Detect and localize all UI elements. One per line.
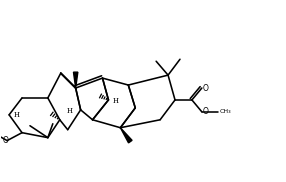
Polygon shape bbox=[120, 128, 132, 143]
Text: CH₃: CH₃ bbox=[220, 109, 231, 114]
Text: H: H bbox=[67, 107, 73, 115]
Text: H: H bbox=[112, 97, 118, 105]
Text: H: H bbox=[14, 111, 20, 119]
Text: O: O bbox=[203, 84, 209, 92]
Text: O: O bbox=[203, 107, 209, 116]
Text: O: O bbox=[2, 136, 8, 145]
Polygon shape bbox=[74, 72, 78, 88]
